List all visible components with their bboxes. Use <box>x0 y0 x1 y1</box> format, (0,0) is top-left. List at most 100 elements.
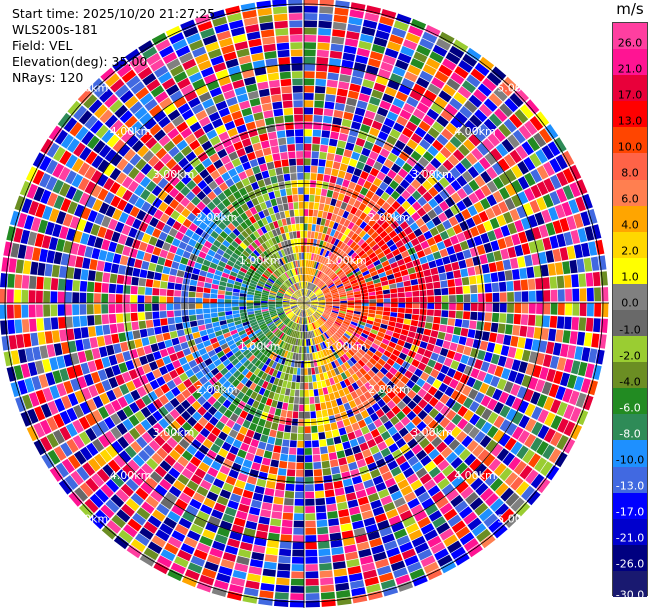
radar-gate <box>35 304 43 317</box>
radar-gate <box>314 93 325 101</box>
radar-gate <box>393 271 402 278</box>
radar-gate <box>157 256 166 266</box>
radar-gate <box>325 279 332 285</box>
radar-gate <box>282 100 293 108</box>
radar-gate <box>430 244 439 253</box>
radar-gate <box>347 300 355 303</box>
radar-gate <box>359 283 367 288</box>
radar-gate <box>351 264 359 272</box>
radar-gate <box>314 366 319 375</box>
radar-gate <box>166 310 174 318</box>
radar-gate <box>411 384 421 394</box>
radar-gate <box>210 308 218 313</box>
radar-gate <box>313 389 319 397</box>
radar-gate <box>306 317 309 324</box>
radar-gate <box>565 303 573 316</box>
radar-gate <box>331 546 344 555</box>
radar-gate <box>267 72 280 81</box>
radar-gate <box>528 377 539 390</box>
radar-gate <box>439 200 450 212</box>
radar-gate <box>300 382 304 390</box>
radar-gate <box>376 306 384 311</box>
radar-gate <box>336 283 344 288</box>
radar-gate <box>410 320 419 327</box>
radar-gate <box>412 394 422 404</box>
radar-gate <box>304 78 315 86</box>
radar-gate <box>393 20 409 32</box>
radar-gate <box>404 173 415 184</box>
radar-gate <box>337 365 344 374</box>
radar-gate <box>356 161 365 170</box>
radar-gate <box>407 455 419 467</box>
radar-gate <box>316 49 329 58</box>
radar-gate <box>321 365 327 373</box>
radar-gate <box>292 411 299 419</box>
radar-gate <box>477 449 490 462</box>
radar-gate <box>285 122 294 130</box>
radar-gate <box>304 0 319 6</box>
radar-gate <box>249 158 259 168</box>
radar-gate <box>324 242 330 250</box>
radar-gate <box>285 129 295 137</box>
radar-gate <box>440 405 451 416</box>
radar-gate <box>374 435 384 445</box>
radar-gate <box>330 198 337 207</box>
radar-gate <box>217 294 225 299</box>
radar-gate <box>116 284 124 294</box>
radar-gate <box>350 252 358 259</box>
radar-gate <box>171 337 180 346</box>
radar-gate <box>410 237 420 247</box>
radar-gate <box>217 299 225 303</box>
radar-gate <box>450 180 462 192</box>
radar-gate <box>337 140 347 149</box>
radar-gate <box>314 269 319 277</box>
radar-gate <box>355 351 363 359</box>
radar-gate <box>420 455 432 467</box>
radar-gate <box>359 376 368 385</box>
radar-gate <box>349 262 357 269</box>
radar-gate <box>465 217 476 229</box>
radar-gate <box>310 304 318 308</box>
radar-gate <box>459 125 472 138</box>
radar-gate <box>568 199 580 214</box>
radar-gate <box>443 434 455 446</box>
radar-gate <box>304 122 313 129</box>
radar-gate <box>286 217 291 225</box>
radar-gate <box>416 207 427 217</box>
radar-gate <box>367 369 376 378</box>
radar-gate <box>406 379 416 389</box>
radar-gate <box>291 187 298 195</box>
radar-gate <box>324 310 331 315</box>
radar-gate <box>471 147 484 161</box>
radar-gate <box>389 34 404 45</box>
radar-gate <box>305 477 314 484</box>
radar-gate <box>291 224 296 232</box>
radar-gate <box>316 410 323 418</box>
radar-gate <box>467 356 477 367</box>
radar-gate <box>477 284 485 293</box>
radar-gate <box>367 227 375 236</box>
radar-gate <box>304 361 308 368</box>
radar-gate <box>317 35 331 43</box>
radar-gate <box>385 186 395 196</box>
radar-gate <box>327 235 333 244</box>
radar-gate <box>269 138 279 147</box>
radar-gate <box>304 440 312 448</box>
radar-gate <box>414 126 427 138</box>
radar-gate <box>460 467 473 480</box>
radar-gate <box>477 350 486 361</box>
radar-gate <box>390 190 401 200</box>
radar-gate <box>333 265 340 272</box>
radar-gate <box>377 267 385 274</box>
radar-gate <box>308 202 314 210</box>
radar-gate <box>500 225 511 237</box>
radar-gate <box>327 347 333 355</box>
radar-gate <box>305 520 316 528</box>
radar-gate <box>150 343 159 353</box>
radar-gate <box>432 44 448 57</box>
radar-gate <box>442 84 456 97</box>
radar-gate <box>380 191 390 201</box>
radar-gate <box>154 326 162 335</box>
radar-gate <box>564 316 572 330</box>
radar-gate <box>314 100 324 108</box>
